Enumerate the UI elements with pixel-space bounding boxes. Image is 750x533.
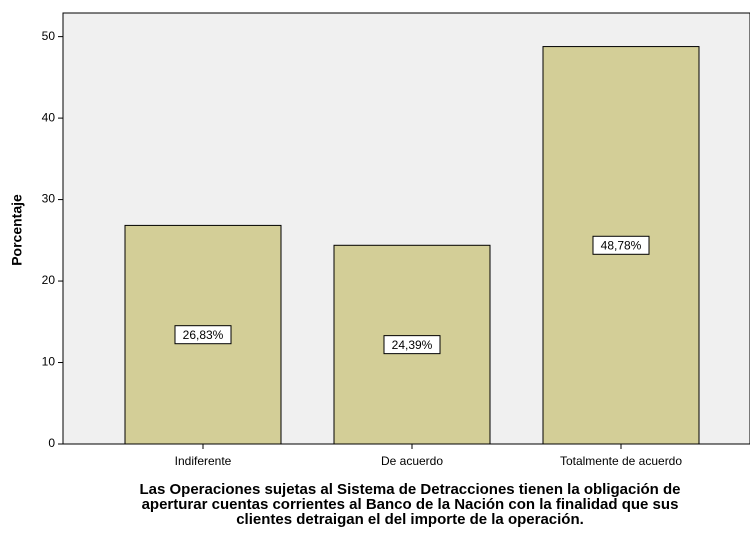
y-tick-label: 0	[48, 436, 55, 450]
x-tick-label: Totalmente de acuerdo	[560, 454, 682, 468]
x-axis-label: Las Operaciones sujetas al Sistema de De…	[139, 481, 680, 528]
x-tick-label: De acuerdo	[381, 454, 443, 468]
value-label: 26,83%	[183, 328, 224, 342]
y-tick-label: 40	[42, 110, 56, 124]
value-label: 24,39%	[392, 338, 433, 352]
value-label-box	[383, 335, 441, 355]
y-tick-label: 50	[42, 29, 56, 43]
value-label-box	[174, 325, 232, 345]
x-tick-label: Indiferente	[175, 454, 232, 468]
y-tick-label: 10	[42, 355, 56, 369]
x-axis-label-line: aperturar cuentas corrientes al Banco de…	[142, 496, 679, 513]
value-label: 48,78%	[601, 238, 642, 252]
y-axis-label: Porcentaje	[9, 194, 25, 266]
x-axis-label-line: Las Operaciones sujetas al Sistema de De…	[139, 481, 680, 498]
y-tick-label: 30	[42, 192, 56, 206]
value-label-box	[592, 235, 650, 255]
y-tick-label: 20	[42, 273, 56, 287]
x-axis-label-line: clientes detraigan el del importe de la …	[236, 511, 584, 528]
